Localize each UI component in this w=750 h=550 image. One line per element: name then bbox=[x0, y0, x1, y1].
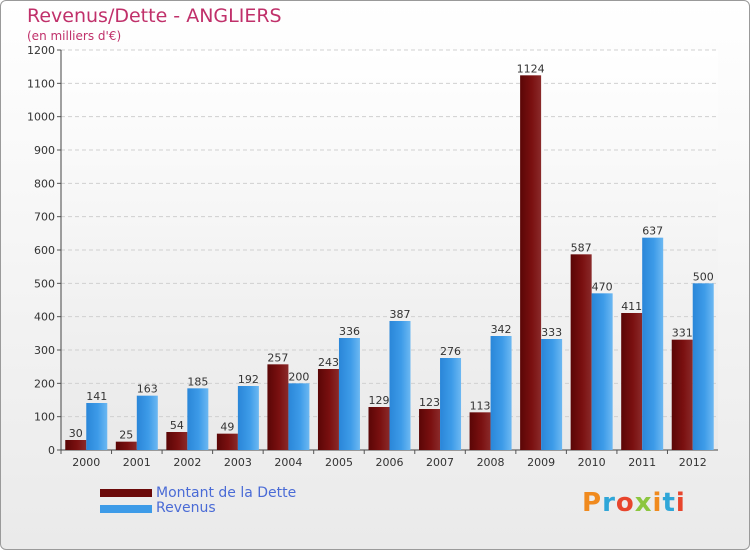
x-tick-label: 2000 bbox=[72, 456, 100, 469]
bar-dette bbox=[570, 254, 592, 450]
bar-revenus bbox=[187, 388, 209, 450]
data-label: 54 bbox=[170, 419, 184, 432]
data-label: 200 bbox=[288, 370, 309, 383]
y-tick-label: 200 bbox=[34, 377, 55, 390]
bar-revenus bbox=[389, 321, 411, 450]
x-tick-label: 2006 bbox=[376, 456, 404, 469]
data-label: 411 bbox=[621, 300, 642, 313]
bar-dette bbox=[65, 440, 87, 450]
data-label: 257 bbox=[267, 351, 288, 364]
data-label: 637 bbox=[642, 225, 663, 238]
data-label: 30 bbox=[69, 427, 83, 440]
y-tick-label: 0 bbox=[48, 444, 55, 457]
legend-swatch-dette bbox=[100, 489, 152, 497]
x-tick-label: 2008 bbox=[477, 456, 505, 469]
data-label: 500 bbox=[693, 270, 714, 283]
bar-revenus bbox=[440, 358, 462, 450]
data-label: 587 bbox=[571, 241, 592, 254]
logo-letter: i bbox=[675, 488, 686, 518]
y-tick-label: 900 bbox=[34, 144, 55, 157]
legend-label-revenus: Revenus bbox=[156, 500, 216, 516]
data-label: 129 bbox=[369, 394, 390, 407]
logo-letter: P bbox=[582, 488, 603, 518]
bar-revenus bbox=[642, 237, 664, 450]
bar-dette bbox=[368, 407, 390, 450]
data-label: 123 bbox=[419, 396, 440, 409]
data-label: 331 bbox=[672, 327, 693, 340]
x-tick-label: 2012 bbox=[679, 456, 707, 469]
logo-letter: i bbox=[652, 488, 663, 518]
data-label: 113 bbox=[470, 399, 491, 412]
bar-dette bbox=[216, 433, 238, 450]
x-tick-label: 2004 bbox=[274, 456, 302, 469]
bar-dette bbox=[267, 364, 289, 450]
bar-revenus bbox=[490, 336, 512, 450]
bar-revenus bbox=[237, 386, 259, 450]
y-tick-label: 1100 bbox=[27, 77, 55, 90]
data-label: 342 bbox=[491, 323, 512, 336]
bar-revenus bbox=[288, 383, 310, 450]
bar-dette bbox=[520, 75, 542, 450]
y-tick-label: 600 bbox=[34, 244, 55, 257]
data-label: 243 bbox=[318, 356, 339, 369]
x-tick-label: 2001 bbox=[123, 456, 151, 469]
legend-swatch-revenus bbox=[100, 505, 152, 513]
bar-revenus bbox=[338, 338, 360, 450]
data-label: 163 bbox=[137, 383, 158, 396]
data-label: 336 bbox=[339, 325, 360, 338]
logo-letter: o bbox=[615, 488, 635, 518]
data-label: 185 bbox=[187, 375, 208, 388]
data-label: 387 bbox=[390, 308, 411, 321]
x-tick-label: 2005 bbox=[325, 456, 353, 469]
bar-dette bbox=[621, 313, 643, 450]
y-tick-label: 400 bbox=[34, 311, 55, 324]
logo-letter: r bbox=[602, 488, 616, 518]
bar-revenus bbox=[541, 339, 563, 450]
data-label: 25 bbox=[119, 429, 133, 442]
logo-letter: x bbox=[634, 488, 653, 518]
legend-label-dette: Montant de la Dette bbox=[156, 485, 297, 501]
x-tick-label: 2010 bbox=[578, 456, 606, 469]
y-tick-label: 1200 bbox=[27, 44, 55, 57]
bar-dette bbox=[469, 412, 491, 450]
data-label: 192 bbox=[238, 373, 259, 386]
x-tick-label: 2003 bbox=[224, 456, 252, 469]
logo-letter: t bbox=[662, 488, 676, 518]
x-tick-label: 2002 bbox=[173, 456, 201, 469]
y-tick-label: 700 bbox=[34, 211, 55, 224]
data-label: 49 bbox=[220, 421, 234, 434]
x-tick-label: 2007 bbox=[426, 456, 454, 469]
data-label: 470 bbox=[592, 280, 613, 293]
bar-revenus bbox=[86, 403, 108, 450]
y-tick-label: 500 bbox=[34, 277, 55, 290]
data-label: 1124 bbox=[517, 62, 545, 75]
bar-revenus bbox=[591, 293, 613, 450]
x-tick-label: 2011 bbox=[628, 456, 656, 469]
bar-dette bbox=[115, 441, 137, 450]
y-tick-label: 800 bbox=[34, 177, 55, 190]
bar-dette bbox=[166, 432, 188, 450]
chart-title: Revenus/Dette - ANGLIERS bbox=[27, 5, 282, 27]
bar-dette bbox=[419, 409, 441, 450]
chart-subtitle: (en milliers d'€) bbox=[27, 29, 122, 43]
bar-revenus bbox=[692, 283, 714, 450]
x-tick-label: 2009 bbox=[527, 456, 555, 469]
data-label: 141 bbox=[86, 390, 107, 403]
y-tick-label: 300 bbox=[34, 344, 55, 357]
bar-dette bbox=[317, 369, 339, 450]
bar-dette bbox=[671, 339, 693, 450]
y-tick-label: 100 bbox=[34, 411, 55, 424]
bar-revenus bbox=[136, 395, 158, 450]
data-label: 333 bbox=[541, 326, 562, 339]
data-label: 276 bbox=[440, 345, 461, 358]
proxiti-logo: Proxiti bbox=[582, 488, 686, 518]
y-tick-label: 1000 bbox=[27, 111, 55, 124]
